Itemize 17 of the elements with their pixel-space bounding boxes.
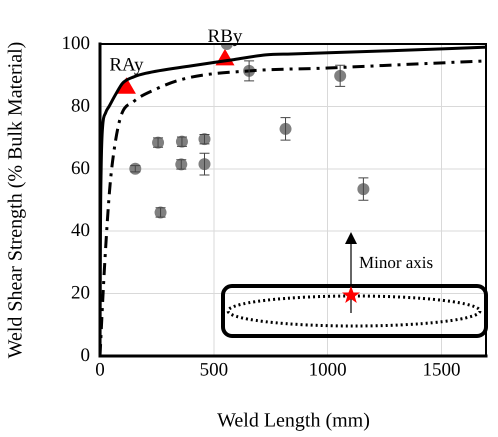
x-tick-label: 1500 <box>422 359 460 380</box>
annotation: RAy <box>109 54 144 76</box>
y-tick-label: 80 <box>71 95 90 116</box>
x-tick-label: 500 <box>200 359 228 380</box>
annotation: RBy <box>208 26 243 47</box>
point <box>129 162 142 175</box>
x-axis-title: Weld Length (mm) <box>217 409 370 432</box>
y-tick-label: 60 <box>71 158 90 179</box>
ellipse-diagram: Minor axis <box>221 232 488 338</box>
y-axis-title: Weld Shear Strength (% Bulk Material) <box>4 42 26 358</box>
y-tick-label: 20 <box>71 282 90 304</box>
y-tick-label: 0 <box>80 344 90 366</box>
x-tick-label: 1000 <box>308 359 347 380</box>
y-tick-label: 40 <box>71 220 90 242</box>
annotation: Minor axis <box>359 253 434 272</box>
y-tick-label: 100 <box>62 32 90 54</box>
x-tick-label: 0 <box>95 359 105 380</box>
